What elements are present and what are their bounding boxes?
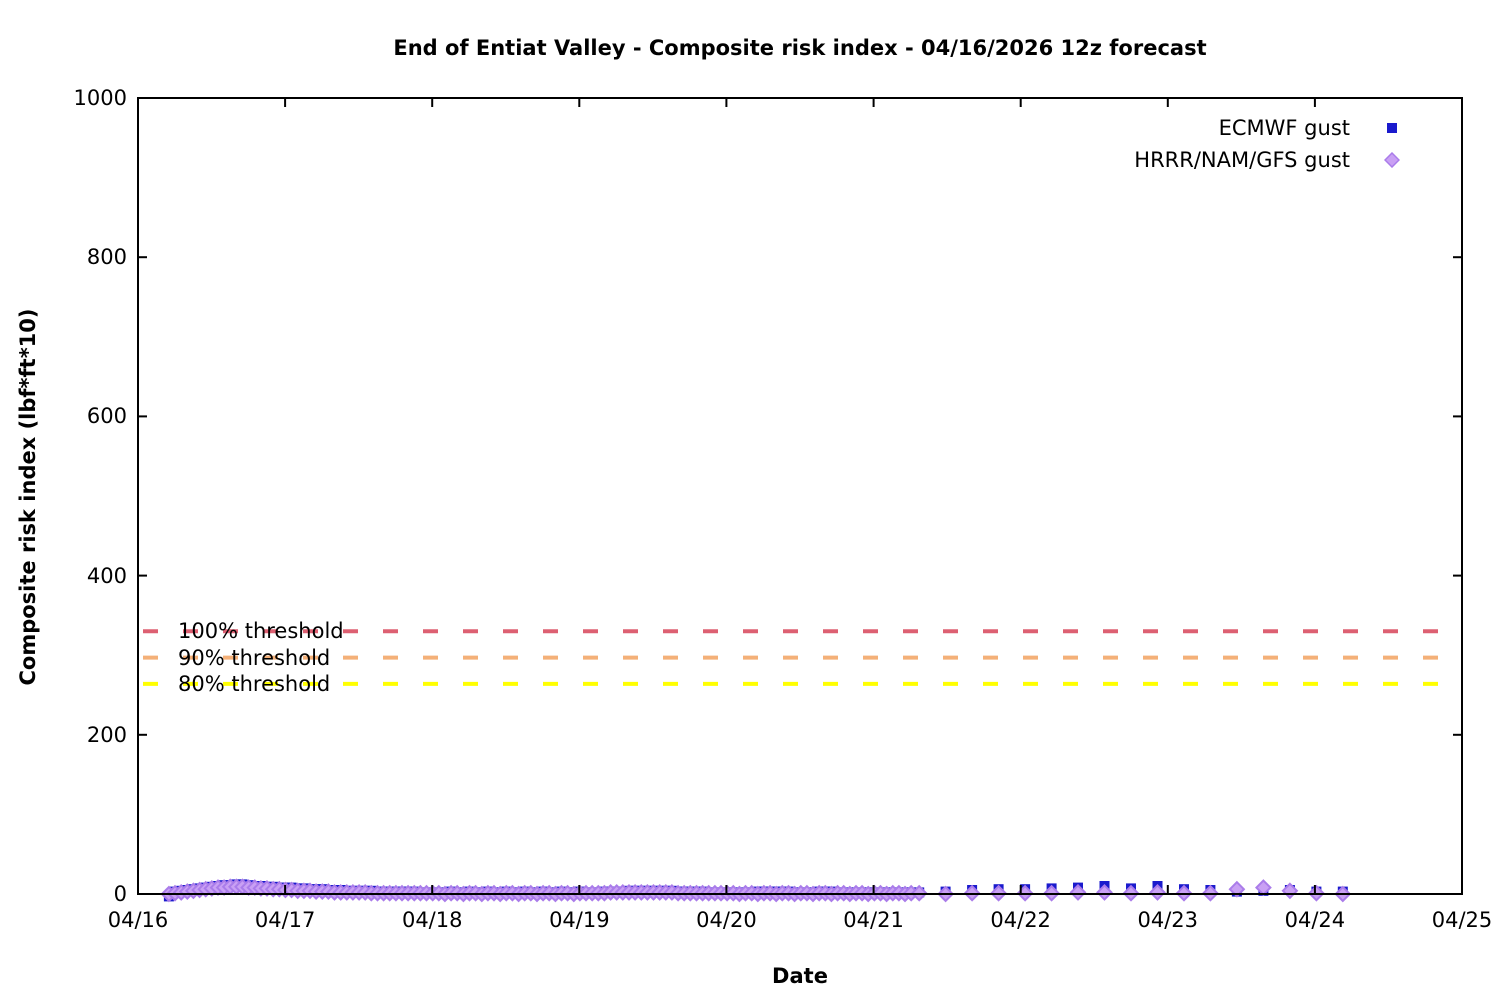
y-tick-label: 0: [113, 882, 127, 906]
x-tick-label: 04/23: [1137, 908, 1199, 932]
series-hrrr-points: [160, 878, 1352, 903]
diamond-marker-icon: [1384, 152, 1400, 168]
x-tick-label: 04/25: [1431, 908, 1493, 932]
legend-square: [1387, 123, 1397, 133]
axis-ticks: [137, 97, 1463, 895]
x-axis-label: Date: [772, 964, 828, 988]
y-tick-label: 1000: [73, 86, 127, 110]
legend-item-ecmwf: ECMWF gust: [1134, 112, 1400, 144]
x-tick-label: 04/24: [1284, 908, 1346, 932]
x-tick-label: 04/16: [107, 908, 169, 932]
x-tick-label: 04/22: [990, 908, 1051, 932]
x-tick-label: 04/21: [843, 908, 904, 932]
y-tick-label: 800: [86, 245, 127, 270]
threshold-label-90: 90% threshold: [178, 645, 331, 670]
y-tick-label: 200: [86, 722, 127, 747]
legend-label-ecmwf: ECMWF gust: [1218, 116, 1350, 140]
threshold-label-100: 100% threshold: [178, 619, 344, 644]
chart-title: End of Entiat Valley - Composite risk in…: [393, 36, 1207, 60]
x-tick-label: 04/20: [696, 908, 757, 932]
legend-item-hrrr-nam-gfs: HRRR/NAM/GFS gust: [1134, 144, 1400, 176]
threshold-label-80: 80% threshold: [178, 671, 331, 696]
legend-diamond: [1384, 152, 1400, 168]
x-tick-label: 04/17: [254, 908, 316, 932]
legend-label-hrrr-nam-gfs: HRRR/NAM/GFS gust: [1134, 148, 1350, 172]
x-tick-label: 04/19: [549, 908, 610, 932]
x-tick-label: 04/18: [401, 908, 463, 932]
y-tick-label: 400: [86, 563, 127, 588]
plot-border: [137, 97, 1463, 895]
legend: ECMWF gust HRRR/NAM/GFS gust: [1134, 112, 1400, 176]
square-marker-icon: [1387, 123, 1397, 133]
y-tick-label: 600: [86, 404, 127, 429]
